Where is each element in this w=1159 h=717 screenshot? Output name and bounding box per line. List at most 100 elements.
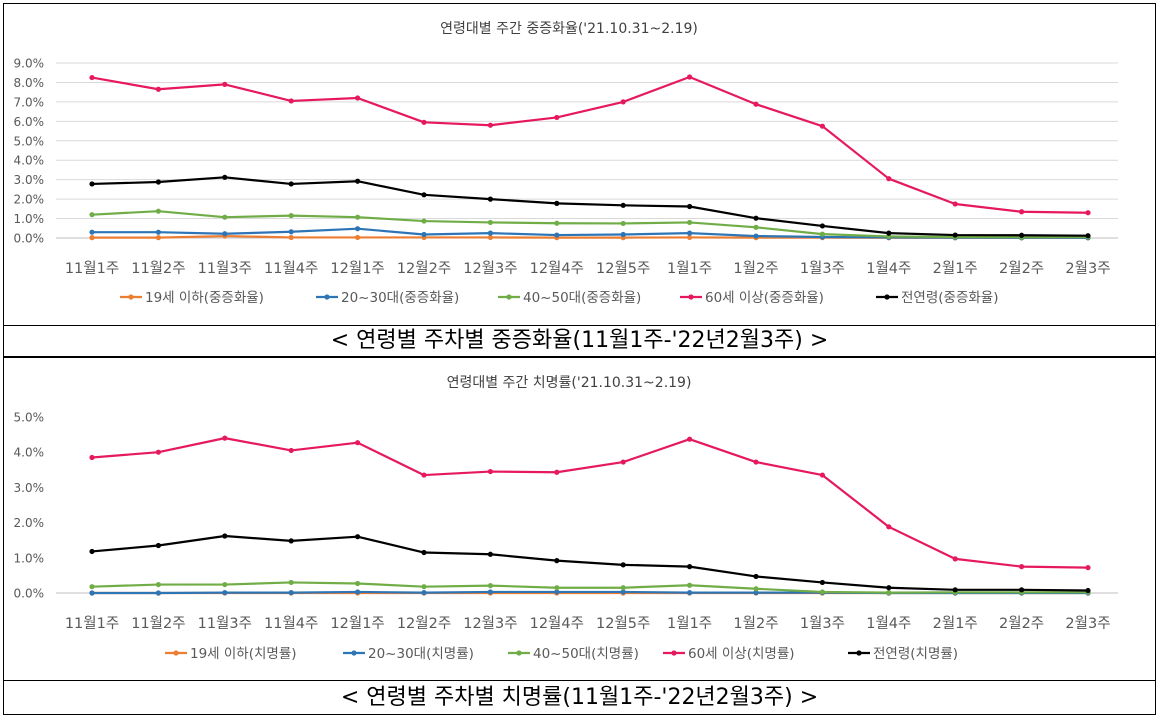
x-tick-label: 11월4주 — [264, 260, 318, 277]
x-tick-label: 1월4주 — [866, 615, 911, 632]
data-point — [89, 548, 95, 555]
data-point — [620, 589, 626, 595]
data-point — [687, 74, 693, 80]
x-tick-label: 11월1주 — [65, 615, 119, 632]
x-tick-label: 1월2주 — [733, 615, 778, 632]
data-point — [687, 436, 693, 442]
data-point — [155, 542, 161, 549]
x-tick-label: 2월2주 — [999, 260, 1044, 277]
data-point — [753, 573, 759, 580]
x-tick-label: 12월3주 — [463, 615, 517, 632]
data-point — [155, 449, 161, 455]
x-tick-label: 12월5주 — [596, 260, 650, 277]
data-point — [89, 212, 95, 218]
y-tick-label: 1.0% — [14, 551, 45, 565]
data-point — [89, 181, 95, 187]
data-point — [620, 220, 626, 227]
x-tick-label: 2월3주 — [1065, 615, 1110, 632]
data-point — [753, 224, 759, 230]
x-tick-label: 11월4주 — [264, 615, 318, 632]
legend-marker — [884, 294, 890, 300]
y-tick-label: 8.0% — [14, 76, 45, 90]
x-tick-label: 11월2주 — [131, 260, 185, 277]
data-point — [687, 230, 693, 236]
data-point — [753, 586, 759, 592]
data-point — [886, 230, 892, 236]
data-point — [687, 203, 693, 210]
data-point — [687, 582, 693, 588]
data-point — [288, 98, 294, 104]
x-tick-label: 2월1주 — [933, 615, 978, 632]
data-point — [620, 459, 626, 465]
legend-marker — [516, 650, 522, 656]
x-tick-label: 12월4주 — [530, 260, 584, 277]
data-point — [288, 213, 294, 219]
data-point — [1019, 564, 1025, 570]
data-point — [554, 469, 560, 475]
legend-marker — [324, 294, 330, 300]
data-point — [886, 524, 892, 530]
data-point — [952, 587, 958, 593]
data-point — [554, 589, 560, 595]
data-point — [487, 219, 493, 226]
data-point — [288, 447, 294, 454]
data-point — [819, 472, 826, 478]
legend-marker — [506, 294, 512, 300]
data-point — [753, 233, 759, 239]
data-point — [155, 86, 161, 92]
data-point — [155, 179, 161, 185]
data-point — [1085, 210, 1091, 216]
data-point — [554, 585, 560, 591]
y-tick-label: 0.0% — [14, 587, 45, 601]
data-point — [355, 226, 361, 232]
data-point — [886, 176, 892, 182]
legend-marker — [173, 650, 179, 656]
data-point — [155, 208, 161, 214]
y-tick-label: 5.0% — [14, 411, 45, 425]
data-point — [222, 231, 228, 237]
series-line — [91, 581, 1088, 594]
data-point — [288, 579, 294, 586]
data-point — [487, 122, 493, 128]
x-tick-label: 2월3주 — [1065, 260, 1110, 277]
data-point — [1019, 209, 1025, 215]
data-point — [819, 579, 826, 586]
data-point — [1085, 565, 1091, 571]
x-tick-label: 1월2주 — [733, 260, 778, 277]
x-tick-label: 11월1주 — [65, 260, 119, 277]
data-point — [819, 589, 826, 595]
data-point — [753, 215, 759, 221]
data-point — [753, 101, 759, 107]
x-tick-label: 12월1주 — [330, 615, 384, 632]
x-tick-label: 12월2주 — [397, 260, 451, 277]
data-point — [355, 214, 361, 220]
data-point — [355, 440, 361, 446]
series-line — [91, 210, 1089, 239]
data-point — [952, 201, 958, 207]
fatality-chart: 연령대별 주간 치명률('21.10.31~2.19) 0.0% 1.0% 2.0% 3… — [14, 375, 1118, 662]
data-point — [155, 229, 161, 235]
data-point — [554, 558, 560, 564]
data-point — [487, 468, 493, 475]
data-point — [89, 584, 95, 590]
x-tick-label: 1월4주 — [866, 260, 911, 277]
data-point — [1019, 587, 1025, 593]
legend-marker — [128, 294, 134, 300]
data-point — [89, 74, 95, 81]
data-point — [288, 229, 294, 235]
data-point — [222, 214, 228, 220]
data-point — [620, 231, 626, 238]
data-point — [355, 534, 361, 540]
x-tick-label: 2월2주 — [999, 615, 1044, 632]
severity-chart-caption: < 연령별 주차별 중증화율(11월1주-'22년2월3주) > — [3, 326, 1156, 357]
data-point — [819, 223, 826, 229]
data-point — [687, 219, 693, 226]
data-point — [355, 589, 361, 595]
y-tick-label: 4.0% — [14, 154, 45, 168]
data-point — [1085, 587, 1091, 594]
y-tick-label: 3.0% — [14, 173, 45, 187]
x-tick-label: 11월3주 — [198, 260, 252, 277]
data-point — [487, 230, 493, 236]
y-tick-label: 9.0% — [14, 57, 45, 71]
data-point — [89, 229, 95, 235]
